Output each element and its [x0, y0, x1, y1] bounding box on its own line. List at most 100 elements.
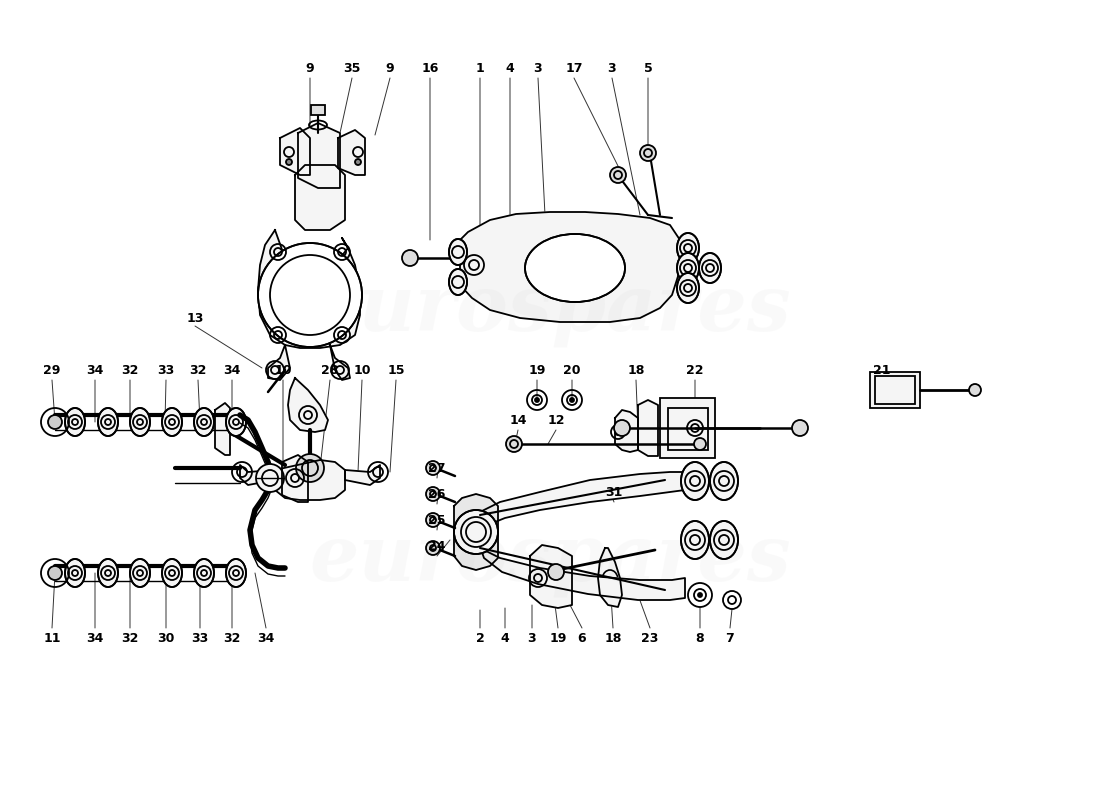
Circle shape — [535, 398, 539, 402]
Circle shape — [969, 384, 981, 396]
Polygon shape — [338, 130, 365, 175]
Circle shape — [48, 415, 62, 429]
Polygon shape — [282, 455, 308, 502]
Bar — [874, 376, 915, 404]
Polygon shape — [275, 460, 345, 500]
Polygon shape — [280, 128, 310, 175]
Polygon shape — [454, 494, 498, 570]
Text: 31: 31 — [605, 486, 623, 498]
Circle shape — [792, 420, 808, 436]
Ellipse shape — [194, 559, 214, 587]
Text: 3: 3 — [528, 631, 537, 645]
Circle shape — [426, 541, 440, 555]
Text: 10: 10 — [353, 363, 371, 377]
Ellipse shape — [226, 559, 246, 587]
Circle shape — [614, 420, 630, 436]
Text: 1: 1 — [475, 62, 484, 74]
Text: 30: 30 — [157, 631, 175, 645]
Circle shape — [694, 438, 706, 450]
Ellipse shape — [65, 559, 85, 587]
Text: 28: 28 — [321, 363, 339, 377]
Text: 34: 34 — [257, 631, 275, 645]
Text: 4: 4 — [500, 631, 509, 645]
Polygon shape — [258, 230, 360, 348]
Bar — [668, 408, 708, 450]
Circle shape — [454, 510, 498, 554]
Polygon shape — [295, 165, 345, 230]
Ellipse shape — [130, 408, 150, 436]
Ellipse shape — [98, 408, 118, 436]
Text: 9: 9 — [386, 62, 394, 74]
Polygon shape — [530, 545, 572, 608]
Polygon shape — [268, 345, 290, 380]
Bar — [870, 372, 920, 408]
Text: 10: 10 — [274, 363, 292, 377]
Text: 16: 16 — [421, 62, 439, 74]
Text: 26: 26 — [428, 487, 446, 501]
Bar — [311, 105, 324, 115]
Text: 14: 14 — [509, 414, 527, 426]
Ellipse shape — [65, 408, 85, 436]
Text: 3: 3 — [607, 62, 616, 74]
Polygon shape — [298, 123, 340, 188]
Text: 18: 18 — [604, 631, 622, 645]
Text: 5: 5 — [644, 62, 652, 74]
Ellipse shape — [710, 521, 738, 559]
Circle shape — [698, 593, 702, 597]
Text: 13: 13 — [186, 311, 204, 325]
Polygon shape — [615, 410, 638, 452]
Text: 27: 27 — [428, 462, 446, 474]
Ellipse shape — [449, 239, 468, 265]
Text: 2: 2 — [475, 631, 484, 645]
Ellipse shape — [676, 253, 698, 283]
Text: 12: 12 — [548, 414, 564, 426]
Text: eurospares: eurospares — [309, 522, 791, 598]
Ellipse shape — [130, 559, 150, 587]
Text: 6: 6 — [578, 631, 586, 645]
Text: 9: 9 — [306, 62, 315, 74]
Text: 18: 18 — [627, 363, 645, 377]
Text: 32: 32 — [223, 631, 241, 645]
Circle shape — [548, 564, 564, 580]
Text: 29: 29 — [43, 363, 60, 377]
Text: 19: 19 — [549, 631, 566, 645]
Text: 7: 7 — [726, 631, 735, 645]
Polygon shape — [460, 212, 680, 322]
Text: 17: 17 — [565, 62, 583, 74]
Polygon shape — [240, 465, 275, 485]
Circle shape — [402, 250, 418, 266]
Bar — [660, 398, 715, 458]
Text: 34: 34 — [223, 363, 241, 377]
Ellipse shape — [162, 559, 182, 587]
Circle shape — [426, 513, 440, 527]
Ellipse shape — [194, 408, 214, 436]
Text: 22: 22 — [686, 363, 704, 377]
Circle shape — [286, 159, 292, 165]
Ellipse shape — [162, 408, 182, 436]
Text: 11: 11 — [43, 631, 60, 645]
Text: 32: 32 — [189, 363, 207, 377]
Text: 21: 21 — [873, 363, 891, 377]
Polygon shape — [476, 472, 685, 528]
Polygon shape — [476, 535, 685, 600]
Text: 8: 8 — [695, 631, 704, 645]
Ellipse shape — [226, 408, 246, 436]
Polygon shape — [638, 400, 658, 456]
Circle shape — [258, 243, 362, 347]
Text: 4: 4 — [506, 62, 515, 74]
Circle shape — [506, 436, 522, 452]
Text: 20: 20 — [563, 363, 581, 377]
Text: 23: 23 — [641, 631, 659, 645]
Ellipse shape — [698, 253, 720, 283]
Ellipse shape — [98, 559, 118, 587]
Ellipse shape — [676, 233, 698, 263]
Circle shape — [610, 167, 626, 183]
Polygon shape — [345, 465, 379, 485]
Text: eurospares: eurospares — [309, 272, 791, 348]
Circle shape — [426, 487, 440, 501]
Text: 34: 34 — [86, 631, 103, 645]
Text: 33: 33 — [191, 631, 209, 645]
Circle shape — [48, 566, 62, 580]
Ellipse shape — [449, 269, 468, 295]
Ellipse shape — [681, 462, 710, 500]
